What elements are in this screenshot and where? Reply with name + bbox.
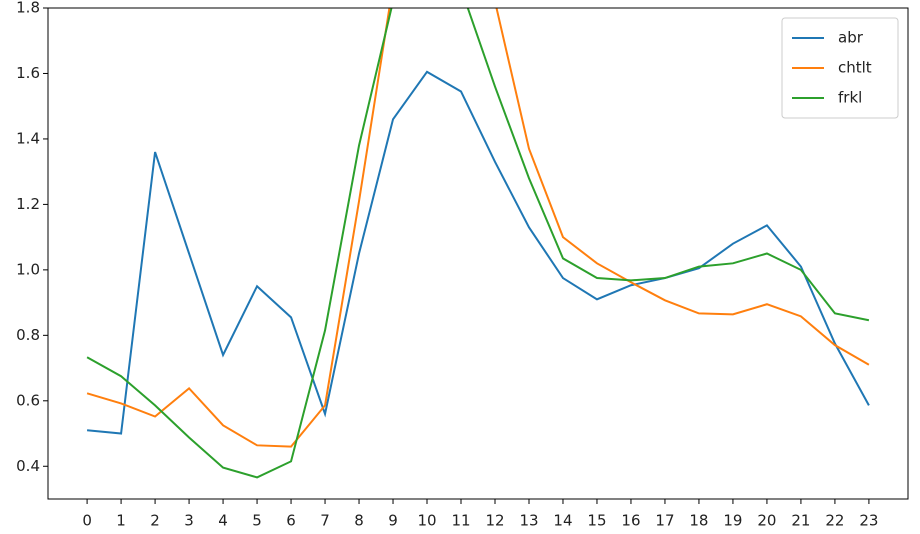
- x-tick-label: 23: [859, 512, 878, 530]
- x-tick-label: 5: [252, 512, 262, 530]
- x-tick-label: 20: [757, 512, 776, 530]
- y-tick-label: 1.0: [16, 260, 40, 278]
- x-tick-label: 11: [451, 512, 470, 530]
- x-tick-label: 21: [791, 512, 810, 530]
- y-tick-label: 1.8: [16, 0, 40, 17]
- y-tick-label: 0.4: [16, 457, 40, 475]
- y-tick-label: 0.6: [16, 391, 40, 409]
- y-tick-label: 0.8: [16, 326, 40, 344]
- y-tick-label: 1.6: [16, 64, 40, 82]
- x-tick-label: 2: [150, 512, 160, 530]
- axes-frame: [47, 7, 909, 500]
- x-tick-label: 1: [116, 512, 126, 530]
- x-tick-label: 4: [218, 512, 228, 530]
- x-tick-label: 3: [184, 512, 194, 530]
- legend-label: frkl: [838, 89, 862, 107]
- x-tick-label: 7: [320, 512, 330, 530]
- x-tick-label: 10: [417, 512, 436, 530]
- x-tick-label: 22: [825, 512, 844, 530]
- x-tick-label: 19: [723, 512, 742, 530]
- legend-label: chtlt: [838, 59, 872, 77]
- legend-label: abr: [838, 29, 864, 47]
- x-tick-label: 8: [354, 512, 364, 530]
- x-tick-label: 18: [689, 512, 708, 530]
- x-tick-label: 9: [388, 512, 398, 530]
- y-tick-label: 1.2: [16, 195, 40, 213]
- x-tick-label: 14: [553, 512, 572, 530]
- y-tick-label: 1.4: [16, 129, 40, 147]
- series-line: [86, 8, 870, 479]
- x-tick-label: 12: [485, 512, 504, 530]
- series-line: [86, 70, 870, 435]
- x-tick-label: 13: [519, 512, 538, 530]
- x-tick-label: 6: [286, 512, 296, 530]
- x-tick-label: 17: [655, 512, 674, 530]
- legend-box: [781, 17, 899, 119]
- plot-area: [86, 8, 870, 479]
- x-tick-label: 15: [587, 512, 606, 530]
- series-line: [86, 8, 870, 448]
- x-tick-label: 0: [82, 512, 92, 530]
- x-tick-label: 16: [621, 512, 640, 530]
